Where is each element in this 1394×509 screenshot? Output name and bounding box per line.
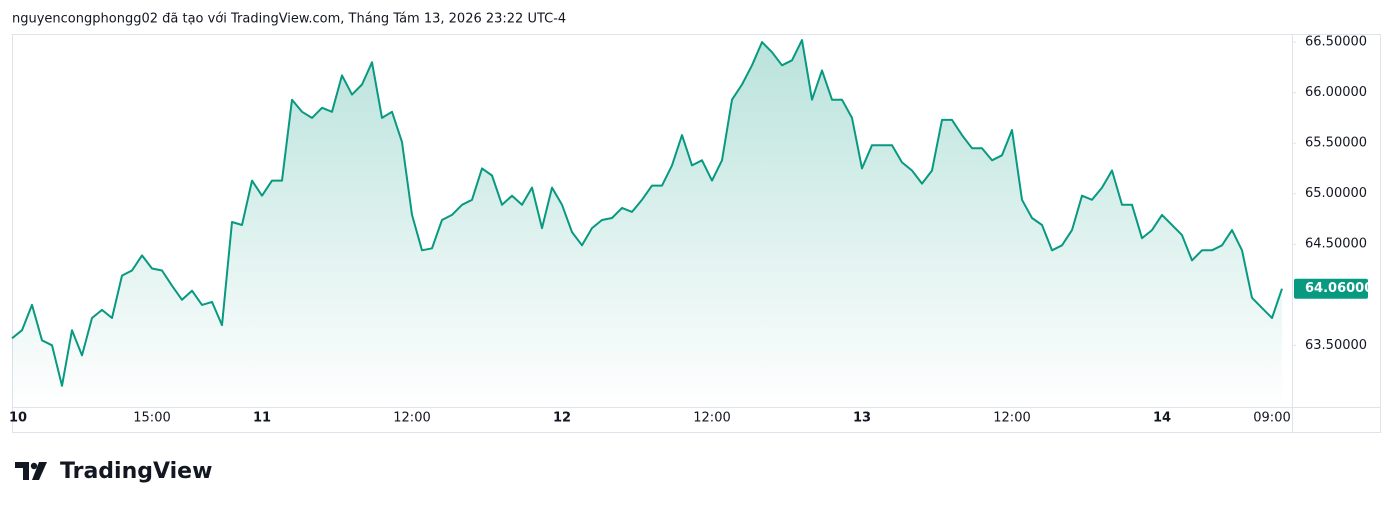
x-tick-label: 12: [553, 411, 571, 426]
y-tick-label: 63.50000: [1305, 338, 1367, 353]
logo-icon: [30, 462, 38, 470]
logo-icon: [15, 462, 29, 480]
last-price-box: [1294, 278, 1368, 299]
area-fill: [12, 40, 1282, 408]
x-tick-label: 12:00: [693, 411, 730, 426]
y-tick-label: 64.50000: [1305, 237, 1367, 252]
last-price-label: 64.06000: [1305, 281, 1373, 296]
chart-title: nguyencongphongg02 đã tạo với TradingVie…: [12, 12, 566, 27]
x-tick-label: 12:00: [993, 411, 1030, 426]
x-tick-label: 12:00: [393, 411, 430, 426]
y-tick-label: 66.50000: [1305, 35, 1367, 50]
x-tick-label: 15:00: [133, 411, 170, 426]
x-tick-label: 11: [253, 411, 271, 426]
x-tick-label: 14: [1153, 411, 1171, 426]
y-tick-label: 65.50000: [1305, 136, 1367, 151]
plot-frame: [12, 34, 1381, 433]
logo-text: TradingView: [60, 459, 212, 484]
logo-icon: [32, 462, 47, 480]
price-line: [11, 39, 1283, 387]
x-tick-label: 09:00: [1253, 411, 1290, 426]
x-tick-label: 13: [853, 411, 871, 426]
logo: TradingView: [15, 459, 212, 484]
y-tick-label: 65.00000: [1305, 186, 1367, 201]
x-tick-label: 10: [9, 411, 27, 426]
y-tick-label: 66.00000: [1305, 85, 1367, 100]
